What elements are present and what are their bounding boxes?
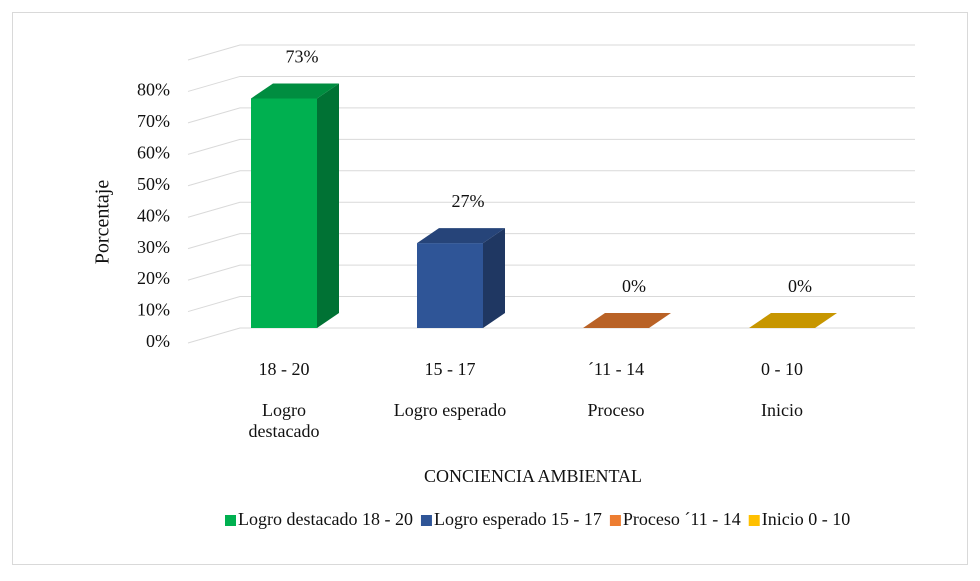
y-tick-label: 20%	[137, 268, 170, 288]
bar	[417, 228, 505, 328]
group-label-box: Inicio	[761, 400, 803, 420]
bar-side	[483, 228, 505, 328]
bar	[251, 83, 339, 328]
y-tick-label: 60%	[137, 142, 170, 162]
bar-side	[317, 83, 339, 328]
legend-label: Proceso ´11 - 14	[623, 509, 741, 529]
group-label: Inicio	[761, 400, 803, 420]
legend-label: Inicio 0 - 10	[762, 509, 850, 529]
y-tick-label: 50%	[137, 174, 170, 194]
group-label: Logro esperado	[393, 400, 507, 420]
grid-line	[187, 170, 915, 187]
bar-front	[417, 243, 483, 328]
bar-top	[417, 228, 505, 244]
x-tick-label: 18 - 20	[259, 359, 310, 379]
grid-line	[187, 296, 915, 313]
y-tick-label: 30%	[137, 237, 170, 257]
value-label: 73%	[286, 47, 319, 67]
x-tick-label: 15 - 17	[425, 359, 476, 379]
group-label-box: Proceso	[587, 400, 645, 420]
bar-top	[251, 83, 339, 99]
grid-line	[187, 138, 915, 155]
y-tick-label: 40%	[137, 205, 170, 225]
value-label: 0%	[788, 276, 812, 296]
y-axis-title: Porcentaje	[92, 180, 114, 265]
legend-label: Logro esperado 15 - 17	[434, 509, 602, 529]
x-axis-title: CONCIENCIA AMBIENTAL	[424, 466, 642, 486]
bar	[749, 313, 837, 328]
group-label-box: Logro esperado	[393, 400, 507, 420]
x-tick-label: ´11 - 14	[588, 359, 644, 379]
grid-line	[187, 233, 915, 250]
y-tick-label: 10%	[137, 300, 170, 320]
bar-top	[749, 313, 837, 328]
grid-line	[187, 327, 915, 344]
group-label-box: Logro destacado	[248, 400, 320, 441]
group-label: Logro destacado	[248, 400, 320, 441]
grid-line	[187, 264, 915, 281]
value-label: 27%	[452, 191, 485, 211]
legend-label: Logro destacado 18 - 20	[238, 509, 413, 529]
x-tick-label: 0 - 10	[761, 359, 803, 379]
legend-swatch	[420, 515, 432, 526]
bar-front	[251, 98, 317, 328]
group-label: Proceso	[587, 400, 645, 420]
bar-top	[583, 313, 671, 328]
legend-swatch	[748, 515, 760, 526]
y-tick-label: 80%	[137, 80, 170, 100]
legend-swatch	[609, 515, 621, 526]
grid-line	[187, 107, 915, 124]
grid-line	[187, 75, 915, 92]
legend-swatch	[225, 515, 236, 526]
value-label: 0%	[622, 276, 646, 296]
y-tick-label: 70%	[137, 111, 170, 131]
wall-edge	[187, 44, 915, 61]
y-tick-label: 0%	[146, 331, 170, 351]
bar	[583, 313, 671, 328]
grid-line	[187, 201, 915, 218]
